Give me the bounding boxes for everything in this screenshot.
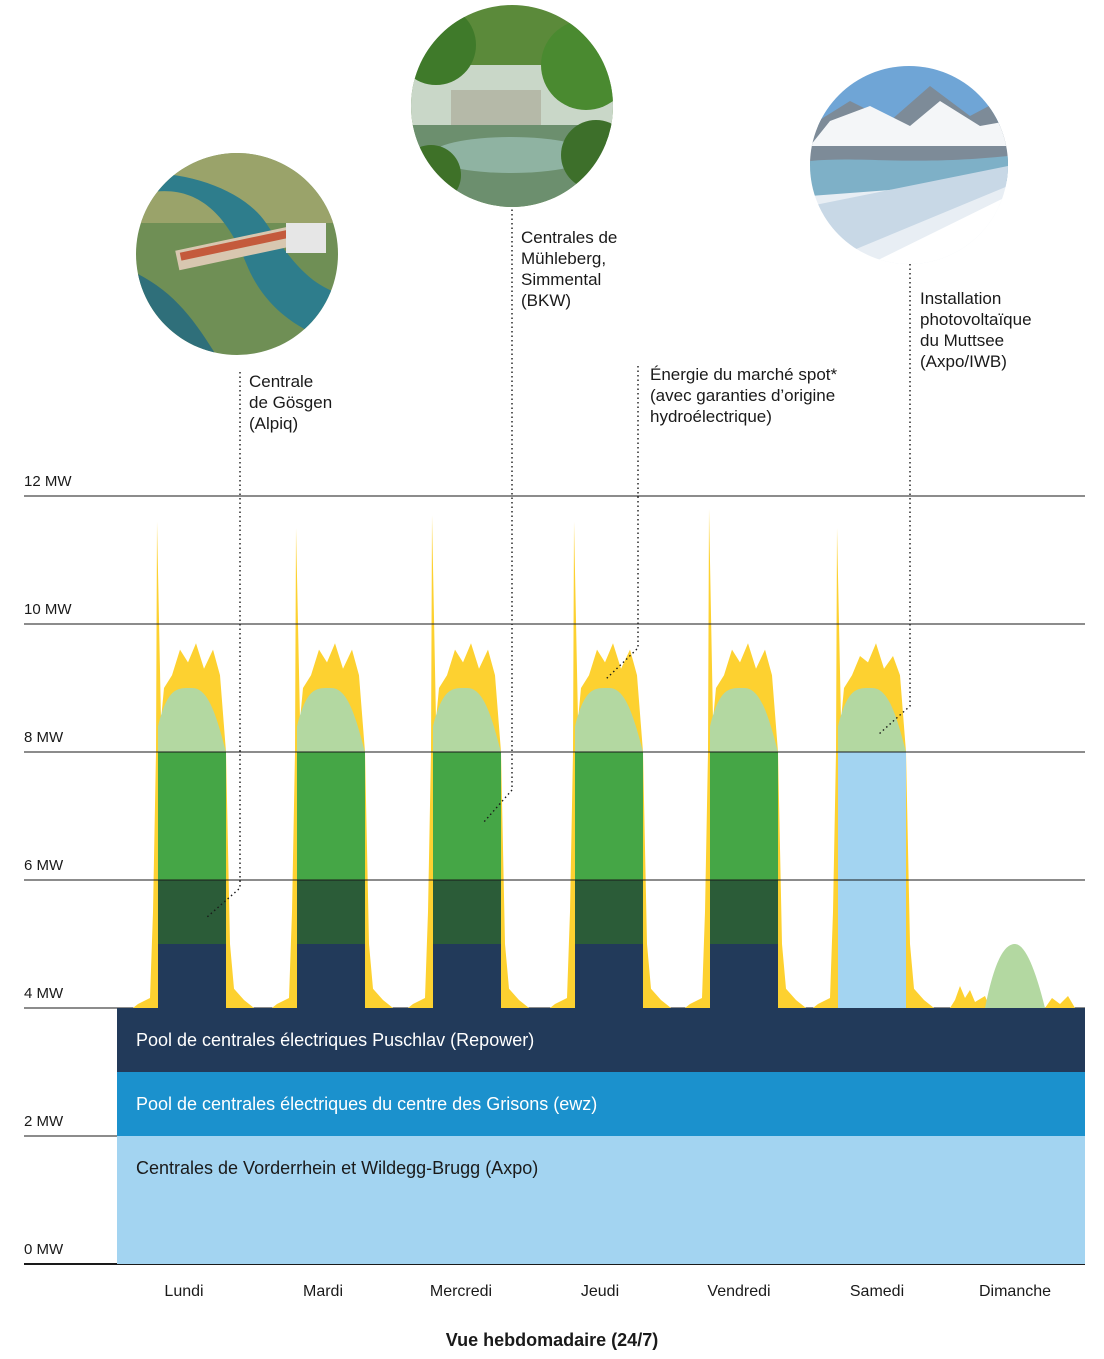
day-block-lundi [133,521,254,1008]
spot-area [1045,996,1075,1008]
x-axis-title: Vue hebdomadaire (24/7) [445,1330,659,1350]
gosgen-block [433,880,501,944]
muhleberg-block [433,752,501,880]
y-tick-label: 8 MW [24,729,64,746]
band-1 [117,1072,1085,1136]
muhleberg-block [158,752,226,880]
puschlav-block [433,944,501,1008]
solar-area [158,687,226,752]
x-axis-labels: Lundi Mardi Mercredi Jeudi Vendredi Samedi Dim… [164,1283,1051,1300]
y-tick-label: 4 MW [24,985,64,1002]
band-0 [117,1136,1085,1264]
y-tick-label: 0 MW [24,1241,64,1258]
x-tick-label: Vendredi [707,1283,770,1300]
band-2 [117,1008,1085,1072]
day-block-dimanche [950,944,1075,1008]
gosgen-block [158,880,226,944]
gridlines-overlay [24,495,1085,881]
solar-area [433,687,501,752]
solar-area [575,687,643,752]
leader-muhleberg [482,205,513,824]
muttsee-photo [810,66,1008,264]
day-block-mardi [272,528,393,1008]
solar-area [297,687,365,752]
day-block-mercredi [408,515,529,1008]
y-tick-label: 10 MW [24,601,72,618]
band-label: Centrales de Vorderrhein et Wildegg-Brug… [136,1158,538,1178]
x-tick-label: Dimanche [979,1283,1051,1300]
y-tick-label: 6 MW [24,857,64,874]
annotation-muhleberg: Centrales de Mühleberg, Simmental (BKW) [521,228,618,310]
spot-area [950,986,990,1008]
x-tick-label: Lundi [164,1283,203,1300]
puschlav-block [575,944,643,1008]
muhleberg-block [710,752,778,880]
day-block-vendredi [685,508,806,1008]
y-tick-label: 12 MW [24,473,72,490]
leader-lines [205,205,911,919]
puschlav-block [710,944,778,1008]
gosgen-block [710,880,778,944]
muhleberg-photo [411,5,613,207]
day-block-jeudi [550,521,671,1008]
annotation-spot: Énergie du marché spot* (avec garanties … [650,365,838,426]
puschlav-block [297,944,365,1008]
x-tick-label: Mardi [303,1283,343,1300]
annotation-gosgen: Centrale de Gösgen (Alpiq) [249,372,333,433]
x-tick-label: Mercredi [430,1283,492,1300]
gosgen-block [575,880,643,944]
baseload-bands: Centrales de Vorderrhein et Wildegg-Brug… [117,1008,1085,1264]
y-axis-ticks: 0 MW 2 MW 4 MW 6 MW 8 MW 10 MW 12 MW [24,473,72,1258]
gosgen-photo [136,153,338,355]
solar-area [985,944,1045,1008]
y-tick-label: 2 MW [24,1113,64,1130]
band-label: Pool de centrales électriques du centre … [136,1094,597,1114]
day-block-samedi [813,528,934,1008]
annotation-muttsee: Installation photovoltaïque du Muttsee (… [920,289,1032,371]
x-tick-label: Jeudi [581,1283,619,1300]
x-tick-label: Samedi [850,1283,904,1300]
muhleberg-block [297,752,365,880]
leader-muttsee [878,264,911,735]
band-label: Pool de centrales électriques Puschlav (… [136,1030,534,1050]
leader-spot [604,366,639,681]
daily-blocks [133,508,1075,1008]
puschlav-block [158,944,226,1008]
muhleberg-block [575,752,643,880]
solar-area [710,687,778,752]
gosgen-block [297,880,365,944]
solar-area [838,687,906,752]
leader-gosgen [205,372,241,919]
